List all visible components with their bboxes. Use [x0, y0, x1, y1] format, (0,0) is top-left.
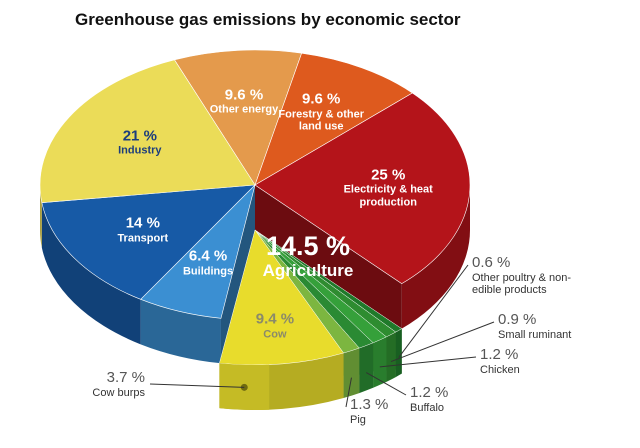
- slice-label: 9.6 % Forestry & other land use: [266, 92, 376, 133]
- slice-label: 14.5 % Agriculture: [262, 230, 354, 280]
- callout-value: 1.2 %: [480, 346, 519, 363]
- breakdown-side: [359, 342, 374, 394]
- category-label: Cow: [263, 328, 287, 341]
- breakdown-side: [395, 328, 402, 378]
- slice-label: 21 % Industry: [118, 127, 162, 158]
- breakdown-slice: [219, 229, 344, 366]
- callout-label: Cow burps: [92, 386, 145, 399]
- category-label: Other energy: [209, 103, 279, 116]
- leader-line: [379, 356, 477, 368]
- slice-side: [401, 185, 470, 329]
- callout-label: Pig: [350, 413, 366, 426]
- slice-label: 14 % Transport: [117, 214, 169, 245]
- value-label: 9.6 %: [224, 86, 264, 104]
- value-label: 14 %: [125, 214, 160, 232]
- callout: 0.6 % Other poultry & non-edible products: [472, 254, 582, 296]
- leader-line: [149, 383, 245, 388]
- value-label: 9.4 %: [255, 311, 295, 329]
- slice-label: 6.4 % Buildings: [183, 249, 233, 278]
- callout: 1.2 % Buffalo: [410, 384, 449, 414]
- callout: 1.2 % Chicken: [480, 346, 520, 376]
- slice-wall: [220, 185, 255, 364]
- callout-value: 0.6 %: [472, 254, 511, 271]
- value-label: 6.4 %: [188, 248, 228, 266]
- category-label: Electricity & heat production: [343, 184, 433, 209]
- slice-side: [41, 202, 141, 345]
- slice: [254, 52, 413, 186]
- slice: [41, 184, 256, 300]
- slice: [254, 92, 471, 285]
- leader-line: [345, 377, 352, 408]
- category-label: Buildings: [182, 265, 234, 278]
- value-label: 21 %: [122, 127, 157, 145]
- value-label: 14.5 %: [265, 230, 351, 261]
- chart-title: Greenhouse gas emissions by economic sec…: [75, 10, 461, 29]
- callout-value: 1.3 %: [350, 396, 389, 413]
- leader-line: [365, 372, 407, 396]
- slice: [173, 49, 303, 186]
- slice: [39, 59, 256, 203]
- slice-label: 9.4 % Cow: [256, 312, 294, 341]
- slice-wall: [255, 185, 402, 329]
- breakdown-side: [343, 348, 360, 399]
- category-label: Industry: [118, 145, 162, 158]
- callout-value: 1.2 %: [410, 384, 449, 401]
- callout-label: Other poultry & non-edible products: [472, 271, 572, 296]
- callout-label: Small ruminant: [498, 328, 572, 341]
- category-label: Transport: [117, 232, 169, 245]
- callout-value: 0.9 %: [498, 311, 537, 328]
- value-label: 25 %: [371, 166, 406, 184]
- slice-label: 25 % Electricity & heat production: [333, 166, 443, 209]
- category-label: Agriculture: [262, 260, 354, 280]
- slice-side: [140, 299, 221, 364]
- callout: 3.7 % Cow burps: [60, 369, 145, 399]
- breakdown-side: [373, 336, 387, 388]
- callout-value: 3.7 %: [106, 369, 145, 386]
- breakdown-side: [386, 332, 396, 382]
- category-label: Forestry & other land use: [278, 108, 364, 133]
- callout-label: Chicken: [480, 363, 520, 376]
- callout-label: Buffalo: [410, 401, 445, 414]
- leader-line: [398, 264, 469, 358]
- leader-line: [390, 321, 495, 362]
- slice-label: 9.6 % Other energy: [210, 87, 278, 116]
- value-label: 9.6 %: [302, 91, 341, 109]
- callout: 0.9 % Small ruminant: [498, 311, 572, 341]
- callout: 1.3 % Pig: [350, 396, 389, 426]
